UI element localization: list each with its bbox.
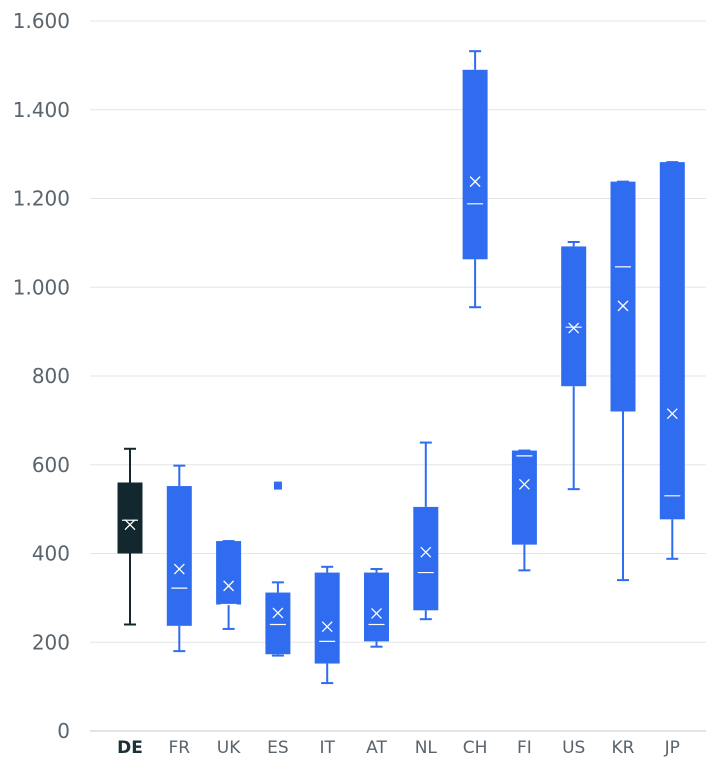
mean-marker bbox=[568, 322, 580, 334]
mean-marker bbox=[173, 563, 185, 575]
iqr-box bbox=[216, 541, 242, 605]
box-es bbox=[265, 481, 291, 657]
box-us bbox=[561, 240, 587, 491]
x-tick-label-kr: KR bbox=[612, 738, 635, 758]
iqr-box bbox=[659, 162, 685, 520]
iqr-box bbox=[314, 572, 340, 664]
y-tick-label: 1.200 bbox=[13, 187, 70, 211]
y-tick-label: 1.600 bbox=[13, 9, 70, 33]
mean-marker bbox=[321, 621, 333, 633]
iqr-box bbox=[117, 482, 143, 554]
x-tick-label-de: DE bbox=[117, 738, 143, 758]
x-tick-label-fi: FI bbox=[517, 738, 532, 758]
mean-marker bbox=[518, 478, 530, 490]
box-nl bbox=[413, 441, 439, 621]
box-jp bbox=[659, 161, 685, 560]
iqr-box bbox=[511, 450, 537, 545]
box-at bbox=[364, 568, 389, 648]
box-uk bbox=[216, 540, 242, 630]
y-tick-label: 200 bbox=[32, 630, 70, 654]
y-tick-label: 0 bbox=[57, 719, 70, 743]
mean-marker bbox=[666, 408, 678, 420]
mean-marker bbox=[124, 519, 136, 531]
x-tick-label-nl: NL bbox=[415, 738, 438, 758]
mean-marker bbox=[223, 580, 235, 592]
mean-marker bbox=[469, 176, 481, 188]
x-tick-label-us: US bbox=[562, 738, 585, 758]
y-axis-tick-labels: 0 200 400 600 800 1.000 1.200 1.400 1.600 bbox=[13, 9, 70, 743]
box-ch bbox=[462, 50, 488, 309]
y-tick-label: 600 bbox=[32, 453, 70, 477]
box-kr bbox=[610, 180, 636, 582]
mean-marker bbox=[420, 546, 432, 558]
iqr-box bbox=[364, 572, 389, 642]
mean-marker bbox=[371, 607, 382, 619]
x-tick-label-uk: UK bbox=[217, 738, 241, 758]
x-tick-label-ch: CH bbox=[463, 738, 488, 758]
y-tick-label: 1.000 bbox=[13, 275, 70, 299]
x-tick-label-jp: JP bbox=[664, 738, 680, 758]
iqr-box bbox=[166, 486, 192, 626]
x-tick-label-at: AT bbox=[366, 738, 387, 758]
iqr-box bbox=[265, 592, 291, 655]
iqr-box bbox=[462, 69, 488, 260]
outlier-point bbox=[273, 481, 282, 490]
mean-marker bbox=[617, 300, 629, 312]
box-fr bbox=[166, 464, 192, 653]
iqr-box bbox=[561, 246, 587, 387]
mean-marker bbox=[272, 607, 284, 619]
iqr-box bbox=[610, 181, 636, 412]
x-tick-label-it: IT bbox=[319, 738, 335, 758]
iqr-box bbox=[413, 506, 439, 611]
x-tick-label-es: ES bbox=[267, 738, 289, 758]
y-tick-label: 400 bbox=[32, 542, 70, 566]
x-tick-label-fr: FR bbox=[169, 738, 191, 758]
y-tick-label: 1.400 bbox=[13, 98, 70, 122]
y-tick-label: 800 bbox=[32, 364, 70, 388]
box-it bbox=[314, 565, 340, 685]
gridlines bbox=[90, 20, 706, 732]
box-series bbox=[117, 50, 685, 685]
box-de bbox=[117, 447, 143, 626]
x-axis-tick-labels: DE FR UK ES IT AT NL CH FI US KR JP bbox=[117, 738, 680, 758]
box-fi bbox=[511, 449, 537, 572]
